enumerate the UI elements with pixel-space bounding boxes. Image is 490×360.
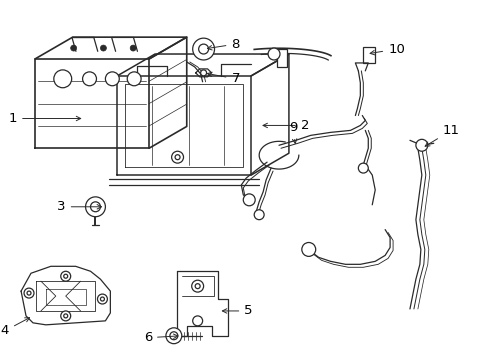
Circle shape — [192, 280, 204, 292]
Circle shape — [61, 271, 71, 281]
Circle shape — [71, 45, 76, 51]
Circle shape — [170, 332, 178, 340]
Text: 5: 5 — [222, 305, 253, 318]
Circle shape — [358, 163, 368, 173]
Text: 2: 2 — [263, 119, 309, 132]
Circle shape — [98, 294, 107, 304]
Circle shape — [193, 316, 203, 326]
Circle shape — [416, 139, 428, 151]
Bar — [363, 47, 375, 63]
Circle shape — [86, 197, 105, 217]
Bar — [277, 49, 287, 67]
Circle shape — [100, 297, 104, 301]
Circle shape — [91, 202, 100, 212]
Circle shape — [27, 291, 31, 295]
Circle shape — [244, 194, 255, 206]
Text: 6: 6 — [144, 331, 178, 344]
Circle shape — [100, 45, 106, 51]
Circle shape — [268, 48, 280, 60]
Circle shape — [105, 72, 119, 86]
Circle shape — [130, 45, 136, 51]
Text: 4: 4 — [1, 318, 29, 337]
Circle shape — [172, 151, 184, 163]
Circle shape — [64, 314, 68, 318]
Text: 9: 9 — [289, 121, 297, 143]
Text: 1: 1 — [9, 112, 81, 125]
Circle shape — [195, 284, 200, 289]
Circle shape — [198, 44, 209, 54]
Text: 11: 11 — [425, 124, 460, 146]
Circle shape — [200, 70, 207, 76]
Circle shape — [24, 288, 34, 298]
Circle shape — [166, 328, 182, 344]
Text: 10: 10 — [370, 42, 405, 55]
Circle shape — [254, 210, 264, 220]
Text: 7: 7 — [207, 72, 240, 85]
Circle shape — [127, 72, 141, 86]
Circle shape — [64, 274, 68, 278]
Circle shape — [61, 311, 71, 321]
Circle shape — [302, 243, 316, 256]
Text: 3: 3 — [57, 200, 101, 213]
Circle shape — [175, 155, 180, 160]
Text: 8: 8 — [207, 37, 240, 51]
Circle shape — [193, 38, 215, 60]
Circle shape — [54, 70, 72, 88]
Circle shape — [83, 72, 97, 86]
